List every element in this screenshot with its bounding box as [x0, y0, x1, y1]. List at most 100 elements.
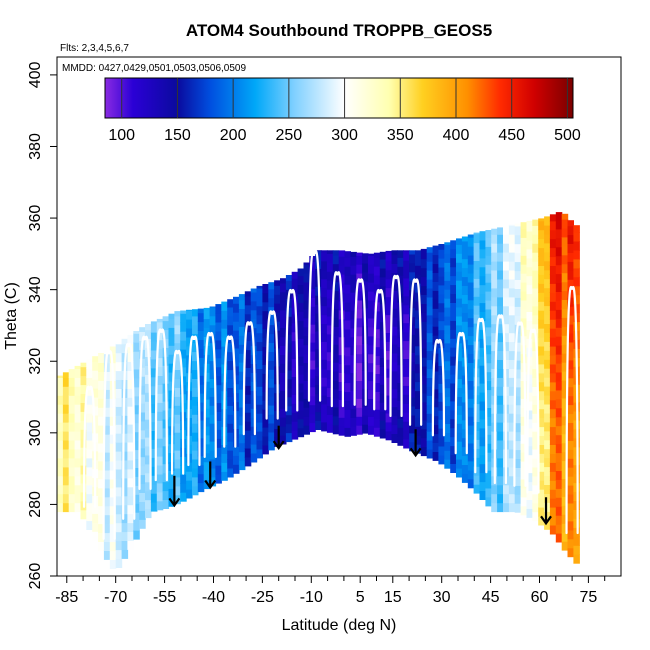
- heatmap-cell: [192, 378, 199, 388]
- heatmap-cell: [227, 468, 234, 478]
- heatmap-cell: [444, 333, 451, 344]
- heatmap-cell: [103, 407, 111, 417]
- heatmap-cell: [174, 315, 181, 326]
- heatmap-cell: [238, 371, 246, 381]
- heatmap-cell: [508, 466, 516, 477]
- flight-profile-trace: [82, 385, 97, 508]
- heatmap-cell: [415, 265, 422, 275]
- heatmap-cell: [215, 447, 222, 457]
- heatmap-cell: [150, 332, 158, 342]
- heatmap-cell: [156, 348, 164, 359]
- heatmap-cell: [549, 507, 557, 517]
- heatmap-cell: [508, 502, 516, 513]
- heatmap-cell: [285, 307, 293, 317]
- heatmap-cell: [555, 212, 563, 221]
- heatmap-cell: [309, 404, 316, 415]
- arrow-marker-head: [168, 497, 181, 508]
- heatmap-cell: [467, 469, 475, 480]
- heatmap-cell: [485, 353, 492, 364]
- heatmap-cell: [262, 364, 269, 374]
- flight-profile-trace: [454, 331, 468, 455]
- heatmap-cell: [321, 250, 328, 253]
- heatmap-cell: [145, 490, 152, 501]
- colorbar-gradient: [104, 77, 574, 119]
- heatmap-cell: [508, 341, 516, 352]
- heatmap-cell: [262, 427, 269, 437]
- heatmap-cell: [479, 418, 486, 429]
- heatmap-cell: [444, 423, 451, 433]
- heatmap-cell: [479, 338, 486, 348]
- heatmap-cell: [139, 403, 146, 413]
- heatmap-cell: [244, 322, 252, 333]
- heatmap-cell: [538, 480, 545, 490]
- heatmap-cell: [162, 481, 170, 492]
- heatmap-cell: [403, 385, 410, 395]
- heatmap-cell: [479, 392, 486, 402]
- x-tick-label: -25: [251, 589, 274, 606]
- heatmap-cell: [227, 351, 234, 362]
- heatmap-cell: [350, 251, 357, 257]
- heatmap-cell: [215, 313, 222, 323]
- heatmap-cell: [420, 428, 428, 439]
- heatmap-cell: [450, 320, 457, 330]
- heatmap-cell: [86, 422, 93, 432]
- heatmap-cell: [297, 418, 305, 429]
- heatmap-cell: [497, 431, 504, 441]
- heatmap-cell: [180, 349, 187, 359]
- heatmap-cell: [373, 310, 381, 321]
- heatmap-cell: [133, 467, 140, 477]
- heatmap-cell: [438, 374, 445, 384]
- heatmap-cell: [409, 397, 416, 407]
- heatmap-cell: [74, 386, 82, 396]
- heatmap-cell: [256, 368, 263, 378]
- heatmap-cell: [115, 549, 123, 559]
- heatmap-cell: [549, 399, 557, 410]
- heatmap-cell: [561, 505, 569, 515]
- heatmap-cell: [362, 254, 369, 264]
- heatmap-cell: [415, 327, 422, 338]
- heatmap-cell: [215, 420, 222, 430]
- heatmap-cell: [285, 396, 293, 407]
- heatmap-cell: [403, 304, 410, 315]
- heatmap-cell: [426, 359, 434, 369]
- heatmap-cell: [103, 416, 111, 426]
- heatmap-cell: [62, 372, 70, 378]
- heatmap-cell: [526, 481, 533, 491]
- heatmap-cell: [168, 345, 175, 355]
- heatmap-cell: [555, 228, 563, 239]
- heatmap-cell: [145, 401, 152, 411]
- heatmap-cell: [80, 411, 87, 421]
- heatmap-cell: [174, 405, 181, 415]
- heatmap-cell: [262, 436, 269, 446]
- heatmap-cell: [139, 429, 146, 440]
- heatmap-cell: [150, 430, 158, 440]
- heatmap-cell: [297, 329, 305, 339]
- heatmap-cell: [514, 333, 522, 343]
- heatmap-cell: [379, 251, 387, 260]
- heatmap-cell: [150, 403, 158, 414]
- heatmap-cell: [497, 386, 504, 396]
- heatmap-cell: [250, 327, 258, 338]
- heatmap-cell: [227, 342, 234, 353]
- heatmap-cell: [526, 463, 533, 474]
- heatmap-cell: [485, 362, 492, 373]
- heatmap-cell: [444, 405, 451, 415]
- heatmap-cell: [74, 395, 82, 405]
- heatmap-cell: [127, 379, 134, 389]
- heatmap-cell: [115, 540, 123, 551]
- heatmap-cell: [92, 361, 99, 371]
- colorbar-tick-label: 200: [220, 127, 247, 144]
- heatmap-cell: [391, 388, 398, 399]
- heatmap-cell: [497, 287, 504, 298]
- heatmap-cell: [285, 387, 293, 398]
- heatmap-cell: [379, 330, 387, 341]
- heatmap-cell: [145, 419, 152, 429]
- heatmap-cell: [244, 304, 252, 315]
- heatmap-cell: [426, 288, 434, 298]
- heatmap-cell: [573, 276, 580, 287]
- heatmap-cell: [555, 300, 563, 310]
- heatmap-cell: [555, 479, 563, 489]
- heatmap-cell: [133, 342, 140, 352]
- heatmap-cell: [514, 494, 522, 504]
- heatmap-cell: [379, 276, 387, 287]
